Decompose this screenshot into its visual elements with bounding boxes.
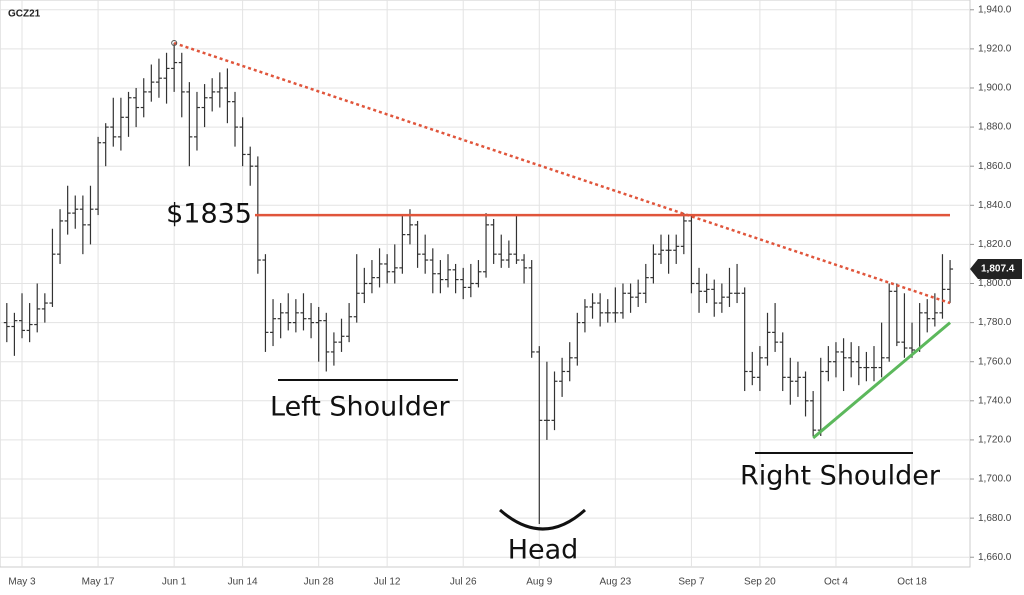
bars: [3, 43, 954, 524]
y-tick-label: 1,940.0: [978, 4, 1012, 15]
chart-title: GCZ21: [8, 9, 41, 20]
y-tick-label: 1,720.0: [978, 435, 1012, 446]
y-tick-label: 1,860.0: [978, 161, 1012, 172]
x-tick-label: Jun 28: [304, 577, 334, 588]
last-price-label: 1,807.4: [981, 264, 1015, 275]
x-tick-label: May 17: [82, 577, 115, 588]
x-tick-label: Jul 12: [374, 577, 401, 588]
y-tick-label: 1,700.0: [978, 474, 1012, 485]
trendline: [173, 41, 951, 305]
grid: [0, 0, 970, 567]
y-tick-label: 1,840.0: [978, 200, 1012, 211]
x-tick-label: Jul 26: [450, 577, 477, 588]
x-tick-label: Jun 1: [162, 577, 187, 588]
x-tick-label: Aug 9: [526, 577, 553, 588]
y-tick-label: 1,920.0: [978, 44, 1012, 55]
y-tick-label: 1,740.0: [978, 395, 1012, 406]
x-tick-label: Sep 20: [744, 577, 776, 588]
x-tick-label: May 3: [8, 577, 36, 588]
y-tick-label: 1,800.0: [978, 278, 1012, 289]
x-tick-label: Oct 4: [824, 577, 848, 588]
neckline-label: $1835: [166, 199, 252, 230]
y-tick-label: 1,900.0: [978, 83, 1012, 94]
left-shoulder-label: Left Shoulder: [270, 392, 451, 423]
y-tick-label: 1,780.0: [978, 317, 1012, 328]
head-label: Head: [508, 535, 579, 566]
x-tick-label: Jun 14: [228, 577, 258, 588]
trendline: [812, 321, 952, 440]
x-tick-label: Oct 18: [897, 577, 927, 588]
head-arc: [499, 508, 587, 531]
last-price-tag: [970, 259, 1022, 280]
right-shoulder-label: Right Shoulder: [740, 461, 941, 492]
x-tick-label: Sep 7: [678, 577, 705, 588]
y-tick-label: 1,760.0: [978, 356, 1012, 367]
trend-anchor: [171, 40, 178, 47]
y-tick-label: 1,820.0: [978, 239, 1012, 250]
y-tick-label: 1,880.0: [978, 122, 1012, 133]
y-tick-label: 1,660.0: [978, 552, 1012, 563]
x-tick-label: Aug 23: [600, 577, 632, 588]
y-tick-label: 1,680.0: [978, 513, 1012, 524]
